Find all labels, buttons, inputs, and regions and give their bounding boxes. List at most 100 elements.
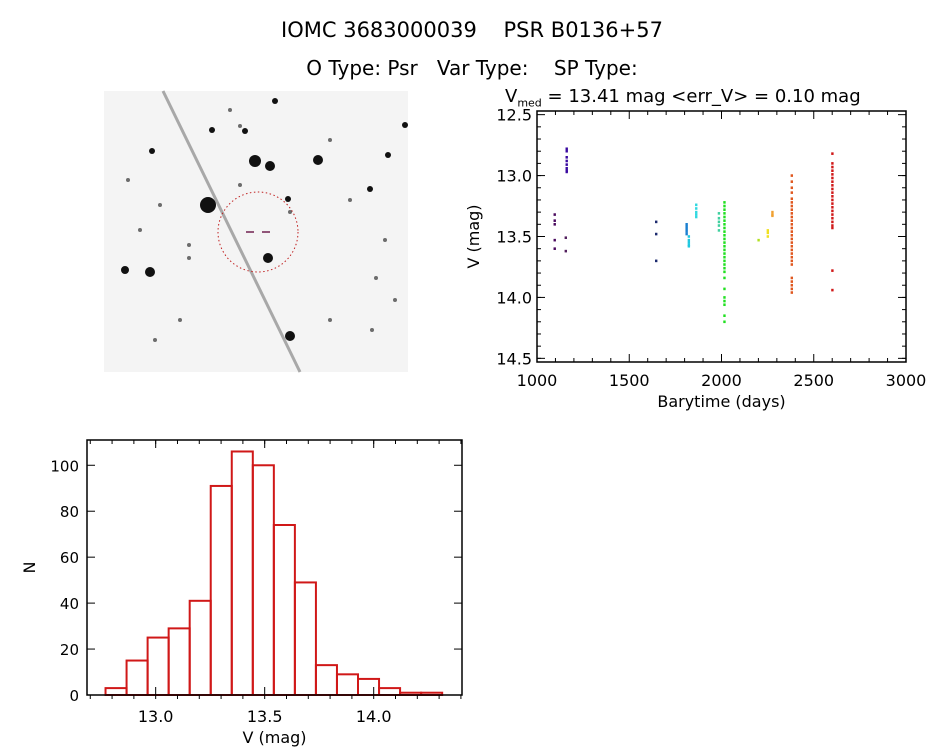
data-point <box>723 314 726 317</box>
data-point <box>723 212 726 215</box>
chart-subtitle: O Type: Psr Var Type: SP Type: <box>306 56 638 80</box>
data-point <box>717 229 721 232</box>
data-point <box>831 224 834 227</box>
data-point <box>790 280 794 283</box>
data-point <box>831 209 834 213</box>
data-point <box>723 215 726 219</box>
star <box>285 196 291 202</box>
data-point <box>723 208 726 211</box>
data-point <box>553 223 556 226</box>
data-point <box>790 204 794 208</box>
star <box>238 124 242 128</box>
data-point <box>790 223 794 226</box>
star <box>238 183 242 187</box>
data-point <box>766 229 770 232</box>
data-point <box>831 184 834 187</box>
star <box>153 338 157 342</box>
data-point <box>790 259 794 263</box>
data-point <box>565 156 568 159</box>
target-circle <box>217 191 299 273</box>
y-axis-label: N <box>20 562 39 574</box>
data-point <box>565 159 568 163</box>
histogram-bar <box>167 627 191 696</box>
data-point <box>717 212 721 215</box>
star <box>265 161 275 171</box>
data-point <box>723 223 726 226</box>
data-point <box>790 219 794 222</box>
y-tick-label: 14.5 <box>496 349 532 368</box>
y-tick-label: 80 <box>60 503 79 521</box>
data-point <box>695 210 698 214</box>
histogram-bar <box>335 673 360 697</box>
star <box>145 267 155 277</box>
data-point <box>766 235 770 238</box>
data-point <box>687 238 691 242</box>
data-point <box>831 191 834 194</box>
data-point <box>687 244 691 248</box>
data-point <box>655 232 658 236</box>
data-point <box>695 213 698 216</box>
star <box>385 152 391 158</box>
data-point <box>790 255 794 259</box>
star <box>149 148 155 154</box>
histogram-bar <box>230 450 254 696</box>
data-point <box>717 224 721 227</box>
data-point <box>790 201 794 204</box>
data-point <box>723 233 726 237</box>
data-point <box>564 249 567 253</box>
data-point <box>687 235 691 238</box>
star <box>328 138 332 142</box>
histogram-bar <box>104 687 128 696</box>
star <box>402 122 408 128</box>
data-point <box>831 180 834 183</box>
data-point <box>695 207 698 210</box>
data-point <box>723 237 726 241</box>
histogram-plot: 13.0 13.5 14.0 0 20 40 60 80 100 V (mag) N <box>20 439 463 747</box>
histogram-bar <box>125 659 149 696</box>
data-point <box>790 180 794 183</box>
y-tick-label: 14.0 <box>496 288 532 307</box>
star <box>126 178 130 182</box>
star <box>285 331 295 341</box>
data-point <box>685 225 688 229</box>
data-point <box>790 248 794 252</box>
star <box>178 318 182 322</box>
data-point <box>655 220 658 224</box>
data-point <box>790 230 794 233</box>
y-tick-label: 13.0 <box>496 167 532 186</box>
data-point <box>790 237 794 241</box>
data-point <box>766 231 770 235</box>
data-point <box>723 230 726 233</box>
stats-sub: med <box>517 96 542 110</box>
histogram-bar <box>293 581 317 696</box>
data-point <box>831 187 834 191</box>
star <box>263 253 273 263</box>
x-axis-label: V (mag) <box>242 728 306 747</box>
data-point <box>685 227 688 231</box>
data-point <box>831 162 834 165</box>
data-point <box>831 213 834 216</box>
data-point <box>723 248 726 252</box>
x-tick-label: 1500 <box>609 371 650 390</box>
data-point <box>831 226 834 230</box>
data-point <box>723 226 726 230</box>
plot-frame <box>86 439 463 696</box>
y-axis-label: V (mag) <box>464 204 483 268</box>
data-point <box>831 152 834 155</box>
data-point <box>831 288 834 292</box>
star <box>138 228 142 232</box>
star <box>121 266 129 274</box>
data-point <box>790 174 794 177</box>
satellite-trail <box>161 90 302 373</box>
data-point <box>831 202 834 205</box>
data-point <box>723 320 726 324</box>
star <box>209 127 215 133</box>
data-point <box>790 233 794 237</box>
x-tick-label: 13.0 <box>138 707 174 726</box>
data-point <box>553 213 556 216</box>
data-point <box>685 223 688 226</box>
data-point <box>565 147 568 151</box>
histogram-bar <box>146 636 170 696</box>
data-point <box>831 205 834 209</box>
data-point <box>831 173 834 176</box>
